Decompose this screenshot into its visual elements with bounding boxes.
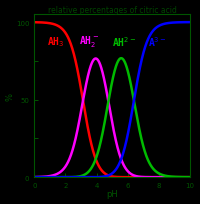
Text: A$^{3-}$: A$^{3-}$ [148, 35, 167, 48]
Title: relative percentages of citric acid: relative percentages of citric acid [48, 6, 177, 14]
Text: AH$_3$: AH$_3$ [47, 35, 64, 48]
Text: AH$_2^-$: AH$_2^-$ [79, 34, 100, 49]
Y-axis label: %: % [6, 92, 15, 100]
X-axis label: pH: pH [106, 190, 118, 198]
Text: AH$^{2-}$: AH$^{2-}$ [112, 35, 137, 48]
